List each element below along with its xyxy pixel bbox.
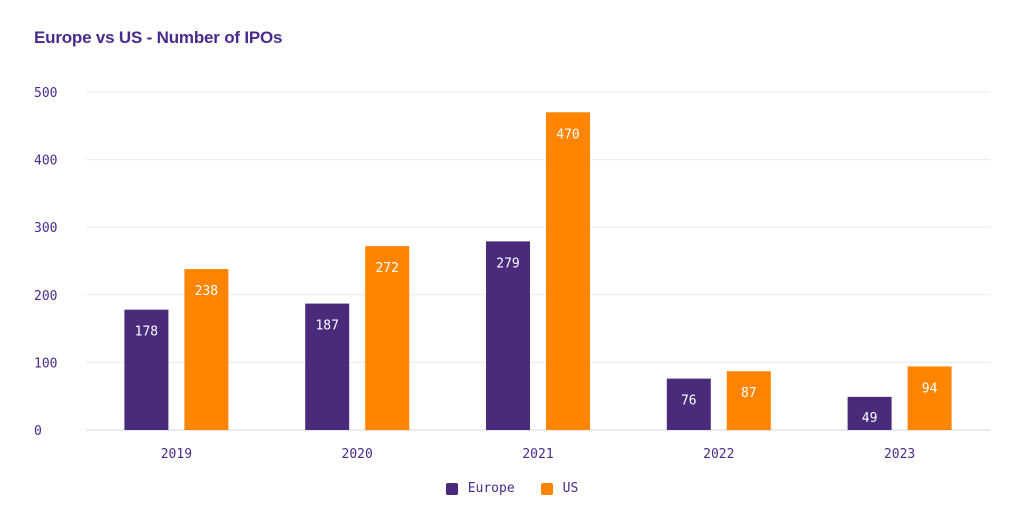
gridlines: [86, 91, 990, 431]
x-tick-label: 2023: [884, 447, 915, 462]
bars: 178 238 187 272 279 470 76 87 49 94: [124, 112, 952, 430]
bar-us-2021[interactable]: [546, 112, 590, 430]
data-label-europe-2022: 76: [681, 394, 697, 409]
data-label-europe-2021: 279: [496, 256, 519, 271]
legend-swatch-europe: [445, 482, 458, 495]
legend-label-europe: Europe: [467, 481, 515, 496]
x-tick-label: 2020: [342, 447, 373, 462]
bar-us-2019[interactable]: [184, 269, 229, 430]
y-tick-label: 300: [34, 221, 57, 236]
data-label-us-2019: 238: [195, 284, 218, 299]
x-tick-label: 2019: [161, 447, 192, 462]
x-tick-label: 2021: [522, 447, 553, 462]
bar-europe-2019[interactable]: [124, 309, 169, 430]
bar-us-2020[interactable]: [365, 246, 410, 430]
data-label-europe-2020: 187: [315, 319, 338, 334]
bar-europe-2021[interactable]: [486, 241, 530, 430]
data-label-europe-2023: 49: [862, 411, 878, 426]
legend-label-us: US: [562, 481, 579, 496]
chart-title: Europe vs US - Number of IPOs: [34, 28, 283, 47]
bar-europe-2022[interactable]: [666, 378, 711, 430]
data-label-us-2020: 272: [375, 261, 398, 276]
y-tick-label: 400: [34, 154, 57, 169]
legend: Europe US: [0, 481, 1024, 496]
bar-europe-2023[interactable]: [847, 396, 892, 430]
data-label-us-2023: 94: [922, 381, 938, 396]
legend-swatch-us: [540, 482, 553, 495]
bar-us-2023[interactable]: [907, 366, 952, 430]
y-tick-label: 500: [34, 86, 57, 101]
legend-item-europe[interactable]: Europe: [445, 481, 515, 496]
y-tick-label: 200: [34, 289, 57, 304]
y-tick-label: 100: [34, 356, 57, 371]
data-label-us-2022: 87: [741, 386, 757, 401]
bar-chart: 0 100 200 300 400 500 178 238 187 272 279 470 76 87 4…: [34, 86, 990, 462]
x-axis-tick-labels: 2019 2020 2021 2022 2023: [161, 447, 916, 462]
x-tick-label: 2022: [703, 447, 734, 462]
y-tick-label: 0: [34, 424, 42, 439]
bar-us-2022[interactable]: [726, 371, 771, 430]
bar-europe-2020[interactable]: [305, 303, 350, 430]
data-label-europe-2019: 178: [135, 325, 158, 340]
data-label-us-2021: 470: [556, 127, 579, 142]
y-axis-tick-labels: 0 100 200 300 400 500: [34, 86, 57, 439]
legend-item-us[interactable]: US: [540, 481, 579, 496]
